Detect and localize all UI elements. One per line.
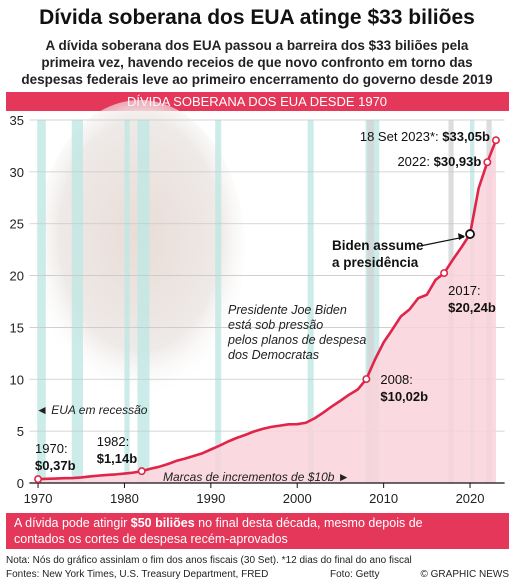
- photo-caption: está sob pressão: [228, 318, 323, 332]
- y-tick-label: 20: [10, 269, 24, 284]
- point: [137, 467, 146, 476]
- value-label: $33,05b: [442, 129, 490, 144]
- y-tick-label: 25: [10, 217, 24, 232]
- y-tick-label: 10: [10, 372, 24, 387]
- photo-caption: Presidente Joe Biden: [228, 303, 347, 317]
- value-label: $0,37b: [35, 458, 76, 473]
- x-tick-label: 1990: [196, 491, 225, 506]
- plot: 0 5 10 15 20 25 30 35 1970 1980 1990 2000 2010 2020 19…: [10, 100, 505, 506]
- point-date: 2008:: [380, 372, 413, 387]
- point-date: 1970:: [35, 441, 68, 456]
- x-tick-label: 2010: [369, 491, 398, 506]
- point-date: 2017:: [448, 283, 481, 298]
- x-tick-label: 2000: [283, 491, 312, 506]
- recession-band: [71, 120, 83, 483]
- point: [440, 269, 449, 278]
- subtitle: despesas federais leve ao primeiro encer…: [21, 72, 492, 87]
- x-tick-label: 2020: [456, 491, 485, 506]
- recession-band: [124, 120, 130, 483]
- value-label: $1,14b: [97, 451, 138, 466]
- point: [491, 136, 500, 145]
- footer-headline: A dívida pode atingir $50 biliões no fin…: [14, 516, 423, 530]
- area: [38, 140, 496, 483]
- subtitle: A dívida soberana dos EUA passou a barre…: [46, 38, 469, 53]
- y-tick-label: 5: [17, 424, 24, 439]
- highlight-label: a presidência: [332, 255, 419, 270]
- y-tick-label: 0: [17, 476, 24, 491]
- recession-band: [215, 120, 222, 483]
- section-title: DÍVIDA SOBERANA DOS EUA DESDE 1970: [127, 94, 387, 109]
- footer-banner: [6, 513, 509, 549]
- increment-band: [367, 120, 375, 483]
- y-tick-label: 15: [10, 320, 24, 335]
- recession-band: [307, 120, 314, 483]
- increment-label: Marcas de incrementos de $10b ►: [163, 470, 350, 484]
- point-label: 2022: $30,93b: [397, 154, 481, 169]
- value-label: $30,93b: [434, 154, 482, 169]
- highlight-point: [465, 229, 475, 239]
- pointer-head: [458, 233, 466, 241]
- title: Dívida soberana dos EUA atinge $33 biliõ…: [39, 6, 475, 29]
- photo-credit: Foto: Getty: [330, 569, 379, 580]
- photo-caption: pelos planos de despesa: [227, 333, 366, 347]
- pointer: [419, 236, 465, 247]
- recession-label: ◄ EUA em recessão: [36, 403, 148, 417]
- photo-caption: dos Democratas: [228, 348, 319, 362]
- footer-headline: contados os cortes de despesa recém-apro…: [14, 532, 288, 546]
- y-tick-label: 35: [10, 113, 24, 128]
- x-tick-label: 1980: [110, 491, 139, 506]
- point-date: 18 Set 2023*:: [360, 129, 442, 144]
- value-label: $20,24b: [448, 300, 496, 315]
- headline-part: A dívida pode atingir: [14, 516, 131, 530]
- point: [362, 375, 371, 384]
- value-label: $10,02b: [380, 389, 428, 404]
- note: Nota: Nós do gráfico assinlam o fim dos …: [6, 555, 412, 566]
- recession-band: [37, 120, 46, 483]
- y-tick-label: 30: [10, 165, 24, 180]
- highlight-label: Biden assume: [332, 238, 424, 253]
- point-date: 1982:: [97, 434, 130, 449]
- headline-part: no final desta década, mesmo depois de: [195, 516, 423, 530]
- point-label: 18 Set 2023*: $33,05b: [360, 129, 490, 144]
- recession-band: [137, 120, 150, 483]
- point: [483, 158, 492, 167]
- subtitle: primeira vez, havendo receios de que nov…: [41, 55, 472, 70]
- copyright: © GRAPHIC NEWS: [421, 569, 510, 580]
- sources: Fontes: New York Times, U.S. Treasury De…: [6, 569, 268, 580]
- point-date: 2022:: [397, 154, 433, 169]
- point: [34, 475, 43, 484]
- headline-part: $50 biliões: [131, 516, 195, 530]
- line: [37, 139, 498, 481]
- x-tick-label: 1970: [24, 491, 53, 506]
